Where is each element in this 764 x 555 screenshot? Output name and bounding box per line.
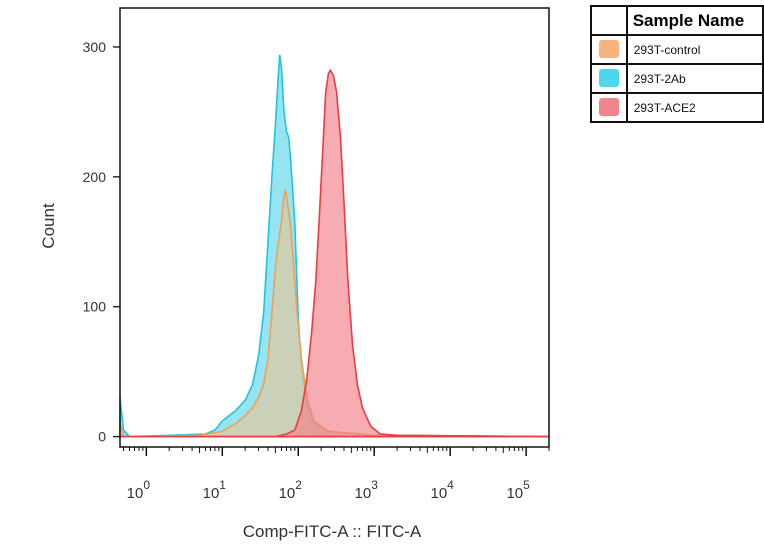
y-tick-label: 100 [83, 299, 107, 315]
legend-corner [590, 5, 628, 36]
x-tick-label: 101 [203, 478, 227, 502]
x-tick-label: 105 [506, 478, 530, 502]
legend-label: 293T-2Ab [625, 63, 764, 94]
legend-swatch-control [598, 40, 619, 59]
x-tick-label: 100 [127, 478, 151, 502]
y-tick-label: 200 [83, 169, 107, 185]
plot-area [119, 8, 550, 447]
y-axis-label: Count [39, 203, 58, 249]
y-tick-label: 0 [98, 429, 106, 445]
legend-header: Sample Name [625, 5, 764, 36]
y-tick-label: 300 [83, 39, 107, 55]
legend-swatch-ace2 [598, 98, 619, 117]
legend-entry: 293T-ACE2 [590, 92, 764, 123]
x-tick-label: 102 [279, 478, 303, 502]
legend-swatch-2ab [598, 69, 619, 88]
legend-label: 293T-ACE2 [625, 92, 764, 123]
x-tick-label: 104 [430, 478, 454, 502]
x-tick-label: 103 [355, 478, 379, 502]
legend-entry: 293T-2Ab [590, 63, 764, 94]
legend-label: 293T-control [625, 34, 764, 65]
x-axis-label: Comp-FITC-A :: FITC-A [243, 522, 422, 541]
series-area-293t-ace2 [120, 68, 550, 438]
legend: Sample Name 293T-control 293T-2Ab 293T-A… [590, 5, 764, 123]
legend-entry: 293T-control [590, 34, 764, 65]
axes: 0 100 200 300 100 101 102 103 104 105 [83, 7, 550, 502]
